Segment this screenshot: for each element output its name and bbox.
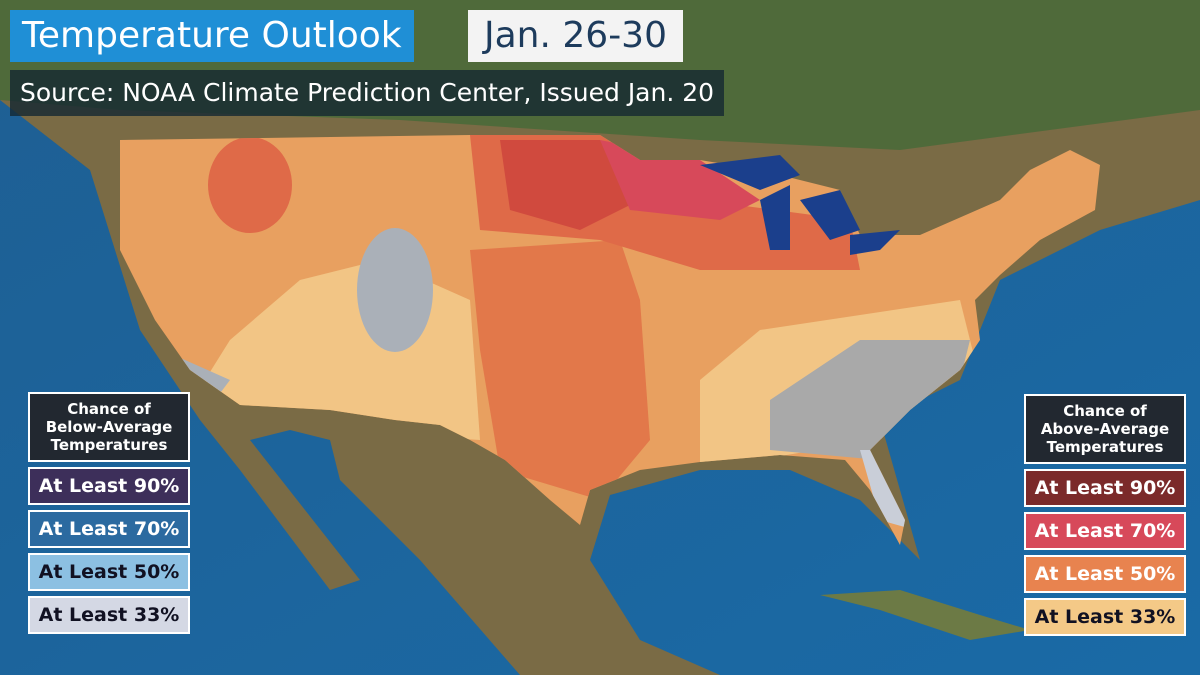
heading-line: Temperatures bbox=[1046, 438, 1164, 456]
cuba bbox=[820, 590, 1030, 640]
heading-line: Chance of bbox=[67, 400, 151, 418]
source: Source: NOAA Climate Prediction Center, … bbox=[10, 70, 725, 116]
region-50-above bbox=[470, 240, 650, 500]
legend-item: At Least 90% bbox=[1024, 469, 1186, 507]
region-33-below bbox=[357, 228, 433, 352]
legend-heading: Chance of Below-Average Temperatures bbox=[28, 392, 190, 462]
region-70-above bbox=[208, 137, 292, 233]
heading-line: Below-Average bbox=[45, 418, 173, 436]
legend-above: Chance of Above-Average Temperatures At … bbox=[1024, 394, 1186, 636]
legend-below: Chance of Below-Average Temperatures At … bbox=[28, 392, 190, 634]
great-lakes bbox=[700, 155, 900, 255]
legend-item: At Least 50% bbox=[28, 553, 190, 591]
legend-item: At Least 33% bbox=[1024, 598, 1186, 636]
legend-item: At Least 90% bbox=[28, 467, 190, 505]
heading-line: Chance of bbox=[1063, 402, 1147, 420]
title: Temperature Outlook bbox=[10, 10, 414, 62]
date-range: Jan. 26-30 bbox=[468, 10, 683, 62]
legend-item: At Least 33% bbox=[28, 596, 190, 634]
legend-item: At Least 70% bbox=[28, 510, 190, 548]
legend-heading: Chance of Above-Average Temperatures bbox=[1024, 394, 1186, 464]
region-90-above bbox=[500, 140, 640, 230]
legend-item: At Least 50% bbox=[1024, 555, 1186, 593]
legend-item: At Least 70% bbox=[1024, 512, 1186, 550]
heading-line: Above-Average bbox=[1040, 420, 1170, 438]
region-33-below bbox=[770, 340, 970, 460]
region-70-above bbox=[600, 140, 760, 220]
heading-line: Temperatures bbox=[50, 436, 168, 454]
